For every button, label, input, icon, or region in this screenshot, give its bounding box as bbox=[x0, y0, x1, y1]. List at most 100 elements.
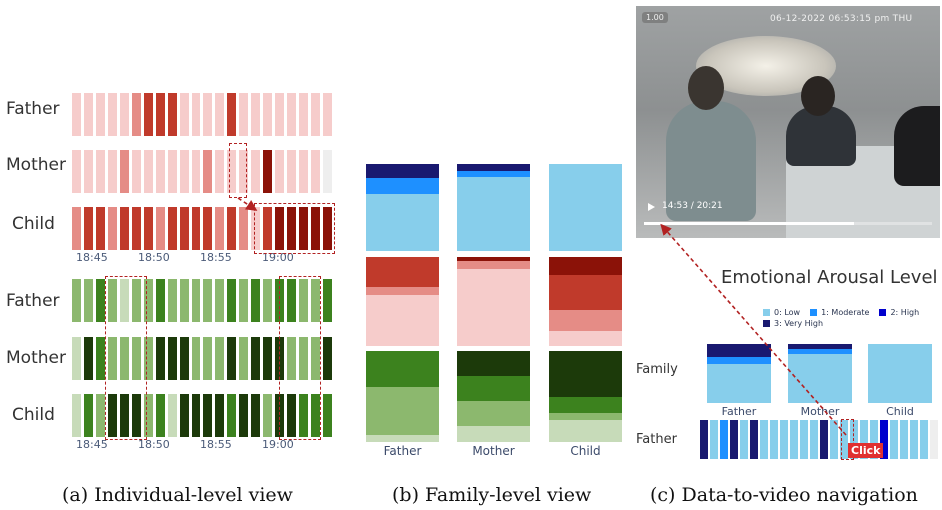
red-row-1-cell-2[interactable] bbox=[95, 150, 105, 193]
red-row-2-cell-21[interactable] bbox=[323, 207, 332, 250]
red-row-0-cell-10[interactable] bbox=[191, 93, 201, 136]
green-row-1-cell-18[interactable] bbox=[287, 337, 297, 380]
father-blue-stack[interactable] bbox=[366, 164, 439, 251]
child-green-strip[interactable] bbox=[72, 394, 332, 437]
green-row-0-cell-6[interactable] bbox=[143, 279, 153, 322]
red-row-1-cell-6[interactable] bbox=[143, 150, 153, 193]
green-row-0-cell-11[interactable] bbox=[203, 279, 213, 322]
red-row-2-cell-6[interactable] bbox=[143, 207, 153, 250]
green-row-0-cell-12[interactable] bbox=[215, 279, 225, 322]
red-row-2-cell-11[interactable] bbox=[203, 207, 213, 250]
red-row-0-cell-1[interactable] bbox=[83, 93, 93, 136]
green-row-2-cell-2[interactable] bbox=[95, 394, 105, 437]
green-row-0-cell-16[interactable] bbox=[263, 279, 273, 322]
red-row-1-cell-11[interactable] bbox=[203, 150, 213, 193]
green-row-0-cell-20[interactable] bbox=[311, 279, 321, 322]
green-row-0-cell-10[interactable] bbox=[191, 279, 201, 322]
green-row-0-cell-18[interactable] bbox=[287, 279, 297, 322]
red-row-1-cell-18[interactable] bbox=[287, 150, 297, 193]
green-row-0-cell-7[interactable] bbox=[155, 279, 165, 322]
red-row-0-cell-7[interactable] bbox=[155, 93, 165, 136]
green-row-1-cell-7[interactable] bbox=[155, 337, 165, 380]
red-row-1-cell-4[interactable] bbox=[119, 150, 129, 193]
red-row-0-cell-14[interactable] bbox=[239, 93, 249, 136]
family-father-stack[interactable] bbox=[707, 344, 771, 403]
red-row-2-cell-1[interactable] bbox=[83, 207, 93, 250]
green-row-1-cell-2[interactable] bbox=[95, 337, 105, 380]
green-row-1-cell-5[interactable] bbox=[131, 337, 141, 380]
red-row-2-cell-2[interactable] bbox=[95, 207, 105, 250]
green-row-1-cell-12[interactable] bbox=[215, 337, 225, 380]
video-player[interactable]: 1.00 06-12-2022 06:53:15 pm THU 14:53 / … bbox=[636, 6, 940, 238]
blue-father-cell-8[interactable] bbox=[780, 420, 788, 459]
blue-father-cell-2[interactable] bbox=[720, 420, 728, 459]
green-row-0-cell-13[interactable] bbox=[227, 279, 237, 322]
red-row-0-cell-19[interactable] bbox=[299, 93, 309, 136]
red-row-1-cell-20[interactable] bbox=[311, 150, 321, 193]
family-child-stack[interactable] bbox=[868, 344, 932, 403]
green-row-2-cell-9[interactable] bbox=[179, 394, 189, 437]
green-row-2-cell-15[interactable] bbox=[251, 394, 261, 437]
red-row-1-cell-3[interactable] bbox=[107, 150, 117, 193]
red-row-1-cell-15[interactable] bbox=[251, 150, 261, 193]
blue-father-cell-0[interactable] bbox=[700, 420, 708, 459]
green-row-1-cell-15[interactable] bbox=[251, 337, 261, 380]
red-row-0-cell-5[interactable] bbox=[131, 93, 141, 136]
green-row-2-cell-0[interactable] bbox=[72, 394, 81, 437]
red-row-2-cell-7[interactable] bbox=[155, 207, 165, 250]
red-row-1-cell-13[interactable] bbox=[227, 150, 237, 193]
green-row-0-cell-9[interactable] bbox=[179, 279, 189, 322]
red-row-0-cell-16[interactable] bbox=[263, 93, 273, 136]
mother-red-strip[interactable] bbox=[72, 150, 332, 193]
green-row-2-cell-4[interactable] bbox=[119, 394, 129, 437]
red-row-1-cell-17[interactable] bbox=[275, 150, 285, 193]
green-row-2-cell-6[interactable] bbox=[143, 394, 153, 437]
red-row-1-cell-5[interactable] bbox=[131, 150, 141, 193]
green-row-0-cell-4[interactable] bbox=[119, 279, 129, 322]
red-row-0-cell-17[interactable] bbox=[275, 93, 285, 136]
red-row-1-cell-10[interactable] bbox=[191, 150, 201, 193]
child-red-strip[interactable] bbox=[72, 207, 332, 250]
green-row-1-cell-8[interactable] bbox=[167, 337, 177, 380]
red-row-0-cell-4[interactable] bbox=[119, 93, 129, 136]
mother-red-stack[interactable] bbox=[457, 257, 530, 346]
green-row-2-cell-8[interactable] bbox=[167, 394, 177, 437]
green-row-0-cell-0[interactable] bbox=[72, 279, 81, 322]
red-row-2-cell-13[interactable] bbox=[227, 207, 237, 250]
father-red-strip[interactable] bbox=[72, 93, 332, 136]
green-row-2-cell-11[interactable] bbox=[203, 394, 213, 437]
red-row-0-cell-2[interactable] bbox=[95, 93, 105, 136]
blue-father-cell-7[interactable] bbox=[770, 420, 778, 459]
red-row-1-cell-7[interactable] bbox=[155, 150, 165, 193]
green-row-1-cell-6[interactable] bbox=[143, 337, 153, 380]
blue-father-cell-22[interactable] bbox=[920, 420, 928, 459]
red-row-2-cell-19[interactable] bbox=[299, 207, 309, 250]
red-row-2-cell-16[interactable] bbox=[263, 207, 273, 250]
green-row-0-cell-19[interactable] bbox=[299, 279, 309, 322]
blue-father-cell-9[interactable] bbox=[790, 420, 798, 459]
red-row-0-cell-8[interactable] bbox=[167, 93, 177, 136]
green-row-2-cell-3[interactable] bbox=[107, 394, 117, 437]
green-row-1-cell-21[interactable] bbox=[323, 337, 332, 380]
play-icon[interactable] bbox=[648, 203, 655, 211]
blue-father-cell-15[interactable] bbox=[850, 420, 858, 459]
red-row-2-cell-14[interactable] bbox=[239, 207, 249, 250]
green-row-2-cell-20[interactable] bbox=[311, 394, 321, 437]
red-row-0-cell-6[interactable] bbox=[143, 93, 153, 136]
green-row-0-cell-15[interactable] bbox=[251, 279, 261, 322]
red-row-2-cell-8[interactable] bbox=[167, 207, 177, 250]
green-row-0-cell-21[interactable] bbox=[323, 279, 332, 322]
blue-father-cell-3[interactable] bbox=[730, 420, 738, 459]
green-row-0-cell-5[interactable] bbox=[131, 279, 141, 322]
father-red-stack[interactable] bbox=[366, 257, 439, 346]
father-blue-strip[interactable] bbox=[700, 420, 938, 459]
blue-father-cell-16[interactable] bbox=[860, 420, 868, 459]
green-row-2-cell-10[interactable] bbox=[191, 394, 201, 437]
blue-father-cell-12[interactable] bbox=[820, 420, 828, 459]
blue-father-cell-23[interactable] bbox=[930, 420, 938, 459]
red-row-2-cell-18[interactable] bbox=[287, 207, 297, 250]
red-row-2-cell-9[interactable] bbox=[179, 207, 189, 250]
blue-father-cell-5[interactable] bbox=[750, 420, 758, 459]
red-row-0-cell-3[interactable] bbox=[107, 93, 117, 136]
green-row-0-cell-8[interactable] bbox=[167, 279, 177, 322]
